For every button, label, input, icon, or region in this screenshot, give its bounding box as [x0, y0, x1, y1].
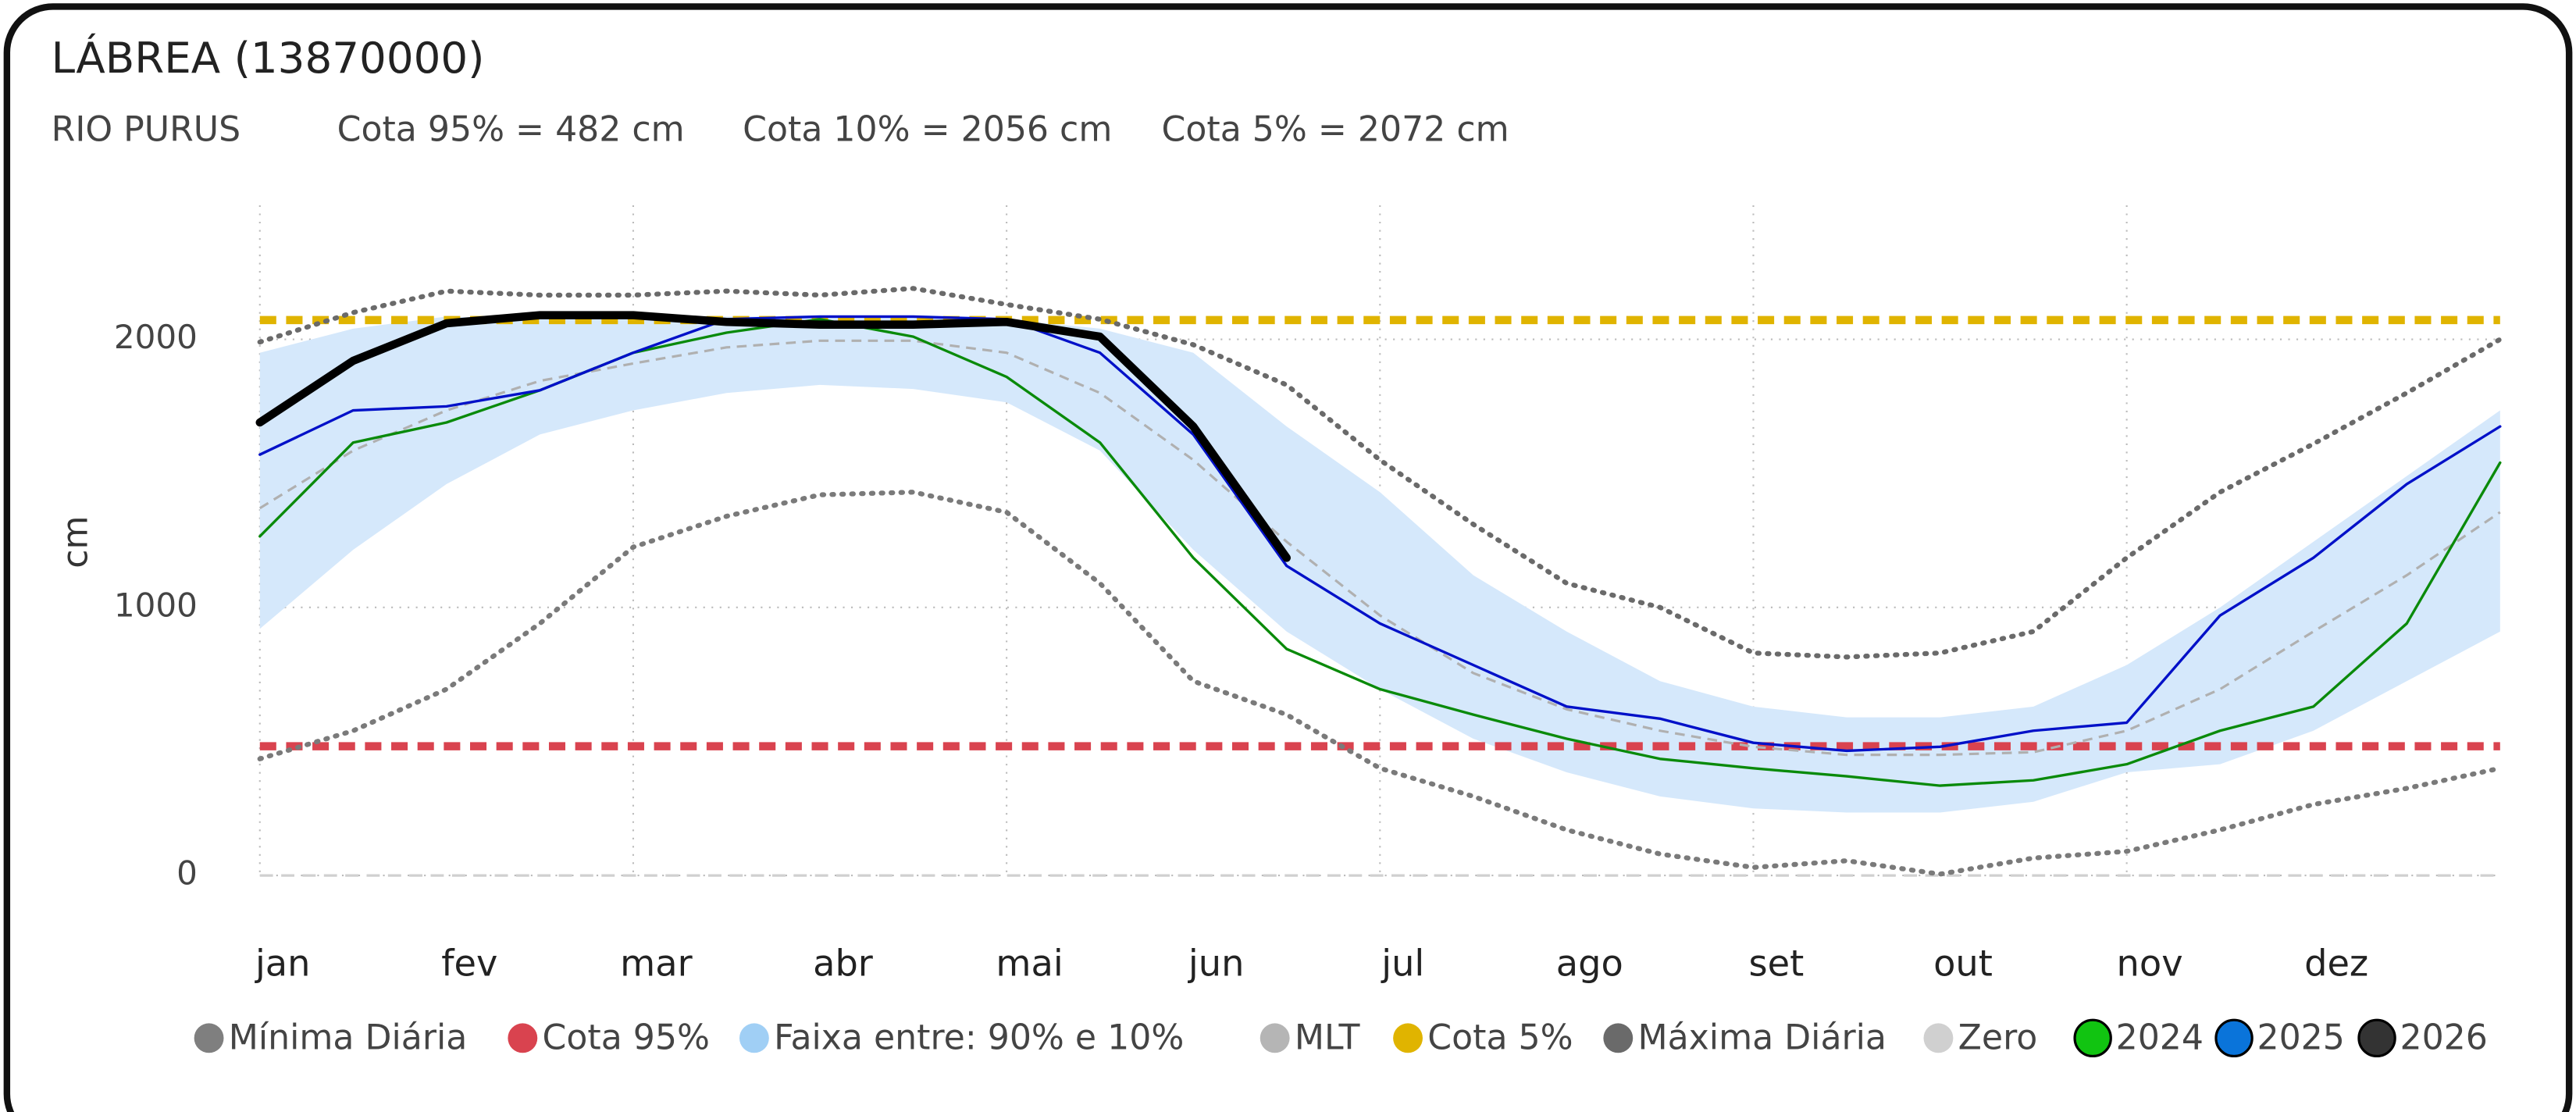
subtitle: Cota 95% = 482 cm	[337, 109, 685, 149]
band-area	[259, 316, 2500, 813]
legend-label: 2026	[2400, 1018, 2488, 1057]
legend-marker	[2214, 1018, 2254, 1058]
legend-marker	[194, 1023, 224, 1053]
x-tick-label: set	[1749, 942, 1805, 984]
x-tick-label: dez	[2304, 942, 2368, 984]
legend-label: MLT	[1295, 1018, 1361, 1057]
legend-label: Cota 5%	[1427, 1018, 1573, 1057]
y-tick-label: 0	[176, 854, 198, 893]
x-tick-label: nov	[2117, 942, 2183, 984]
series-line	[257, 490, 2503, 877]
legend-label: 2024	[2116, 1018, 2204, 1057]
x-tick-label: mar	[620, 942, 693, 984]
x-tick-label: abr	[813, 942, 874, 984]
legend-marker	[739, 1023, 769, 1053]
y-axis-label: cm	[55, 515, 95, 568]
chart-title: LÁBREA (13870000)	[52, 33, 485, 83]
series-line	[257, 286, 2503, 660]
x-tick-label: fev	[441, 942, 497, 984]
series-line	[258, 315, 2502, 753]
legend-marker	[1923, 1023, 1954, 1053]
legend-label: Mínima Diária	[229, 1018, 468, 1057]
x-tick-label: ago	[1556, 942, 1623, 984]
series-line	[255, 311, 1292, 562]
legend-label: Zero	[1958, 1018, 2038, 1057]
x-tick-label: jan	[255, 942, 311, 984]
legend-marker	[1603, 1023, 1634, 1053]
series-line	[258, 339, 2501, 757]
subtitle: Cota 5% = 2072 cm	[1162, 109, 1509, 149]
legend-marker	[1259, 1023, 1290, 1053]
y-tick-label: 2000	[114, 318, 198, 356]
x-tick-label: out	[1933, 942, 1993, 984]
y-tick-label: 1000	[114, 586, 198, 624]
legend-label: Máxima Diária	[1638, 1018, 1887, 1057]
subtitle: RIO PURUS	[52, 109, 240, 149]
legend-marker	[1393, 1023, 1423, 1053]
subtitle: Cota 10% = 2056 cm	[743, 109, 1112, 149]
legend-label: 2025	[2257, 1018, 2345, 1057]
legend-label: Faixa entre: 90% e 10%	[774, 1018, 1184, 1057]
legend-marker	[2357, 1018, 2396, 1058]
legend-label: Cota 95%	[543, 1018, 710, 1057]
legend-marker	[508, 1023, 538, 1053]
x-tick-label: mai	[996, 942, 1063, 984]
legend-marker	[2073, 1018, 2112, 1058]
x-tick-label: jul	[1381, 942, 1424, 984]
x-tick-label: jun	[1188, 942, 1244, 984]
